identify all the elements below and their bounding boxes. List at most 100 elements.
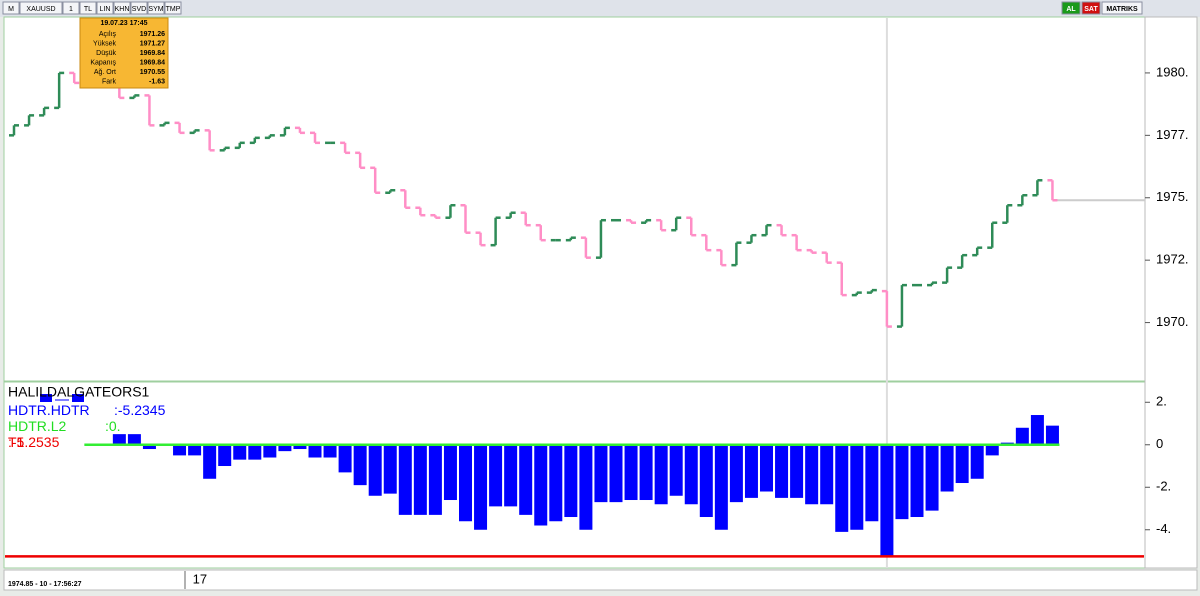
bar (443, 444, 457, 501)
bar (639, 444, 653, 501)
toolbar-button[interactable] (164, 1, 182, 15)
bar (835, 444, 849, 532)
toolbar-button[interactable] (96, 1, 114, 15)
bar (910, 444, 924, 518)
bar (338, 444, 352, 473)
bar (1030, 415, 1044, 445)
bar (353, 444, 367, 486)
y-tick-label: -2. (1156, 479, 1171, 494)
bar (564, 444, 578, 518)
toolbar-button[interactable] (19, 1, 63, 15)
bar (714, 444, 728, 530)
toolbar-label: TMP (166, 6, 181, 13)
tooltip-key: Ağ. Ort (94, 69, 116, 76)
y-tick-label: 1977. (1156, 127, 1189, 142)
tooltip-key: Açılış (99, 31, 117, 38)
bar (850, 444, 864, 530)
toolbar-button[interactable] (113, 1, 131, 15)
bar (368, 444, 382, 496)
bar (383, 444, 397, 494)
toolbar-label: M (8, 6, 14, 13)
y-tick-label: 2. (1156, 394, 1167, 409)
tooltip-key: Fark (102, 78, 117, 85)
bar (579, 444, 593, 530)
bar (609, 444, 623, 503)
bar (263, 444, 277, 458)
bar (744, 444, 758, 498)
bar (775, 444, 789, 498)
legend-entry: T1-5.2535 (8, 434, 59, 450)
bar (880, 444, 894, 556)
bar (233, 444, 247, 460)
toolbar-button[interactable] (1101, 1, 1143, 15)
status-text: 1974.85 - 10 - 17:56:27 (8, 581, 82, 588)
tooltip-key: Düşük (96, 50, 116, 57)
legend-value: -5.2345 (114, 402, 165, 418)
toolbar-label: SVD (132, 6, 146, 13)
indicator-title: HALILDALGATEORS1 (8, 384, 150, 400)
legend-value: -5.2535 (8, 434, 59, 450)
tooltip-value: 1969.84 (140, 50, 165, 57)
tooltip-value: 1969.84 (140, 59, 165, 66)
bar (684, 444, 698, 505)
toolbar-button[interactable] (1081, 1, 1101, 15)
bar (925, 444, 939, 511)
toolbar-label: MATRIKS (1106, 6, 1138, 13)
bar (293, 444, 307, 450)
bar (985, 444, 999, 456)
bar (865, 444, 879, 522)
bar (248, 444, 262, 460)
bar (895, 444, 909, 520)
tooltip-key: Kapanış (90, 59, 116, 66)
bar (308, 444, 322, 458)
tooltip-value: 1971.26 (140, 31, 165, 38)
bar (142, 444, 156, 450)
legend-entry: HDTR.L2 0. (8, 418, 121, 434)
bar (188, 444, 202, 456)
bar (413, 444, 427, 515)
status-bar (3, 569, 1198, 591)
bar (1045, 425, 1059, 445)
toolbar-button[interactable] (130, 1, 148, 15)
legend-icon (40, 394, 52, 402)
toolbar-label: TL (84, 6, 92, 13)
bar (218, 444, 232, 467)
bar (203, 444, 217, 479)
bar (955, 444, 969, 484)
toolbar-label: XAUUSD (26, 6, 55, 13)
bar (323, 444, 337, 458)
x-tick-label: 17 (193, 571, 207, 586)
y-tick-label: 0 (1156, 436, 1163, 451)
bar (278, 444, 292, 452)
legend-value: 0. (105, 418, 121, 434)
bar (699, 444, 713, 518)
bar (489, 444, 503, 507)
bar (760, 444, 773, 492)
toolbar-button[interactable] (62, 1, 80, 15)
y-axis-area (1144, 16, 1198, 569)
tooltip (79, 17, 169, 89)
bar (127, 434, 141, 445)
bar (504, 444, 518, 507)
toolbar (0, 0, 1200, 17)
bar (173, 444, 187, 456)
toolbar-button[interactable] (1061, 1, 1081, 15)
bar (805, 444, 819, 505)
bar (820, 444, 834, 505)
bar (970, 444, 984, 479)
bar (549, 444, 563, 522)
toolbar-label: 1 (69, 6, 73, 13)
legend-entry: HDTR.HDTR -5.2345 (8, 402, 165, 418)
y-tick-label: -4. (1156, 521, 1171, 536)
toolbar-label: SYM (148, 6, 163, 13)
toolbar-label: SAT (1084, 6, 1098, 13)
toolbar-button[interactable] (147, 1, 165, 15)
bar (1015, 427, 1029, 445)
toolbar-button[interactable] (2, 1, 20, 15)
bar (594, 444, 608, 503)
bar (654, 444, 668, 505)
toolbar-button[interactable] (79, 1, 97, 15)
bar (669, 444, 683, 496)
bar (940, 444, 954, 492)
